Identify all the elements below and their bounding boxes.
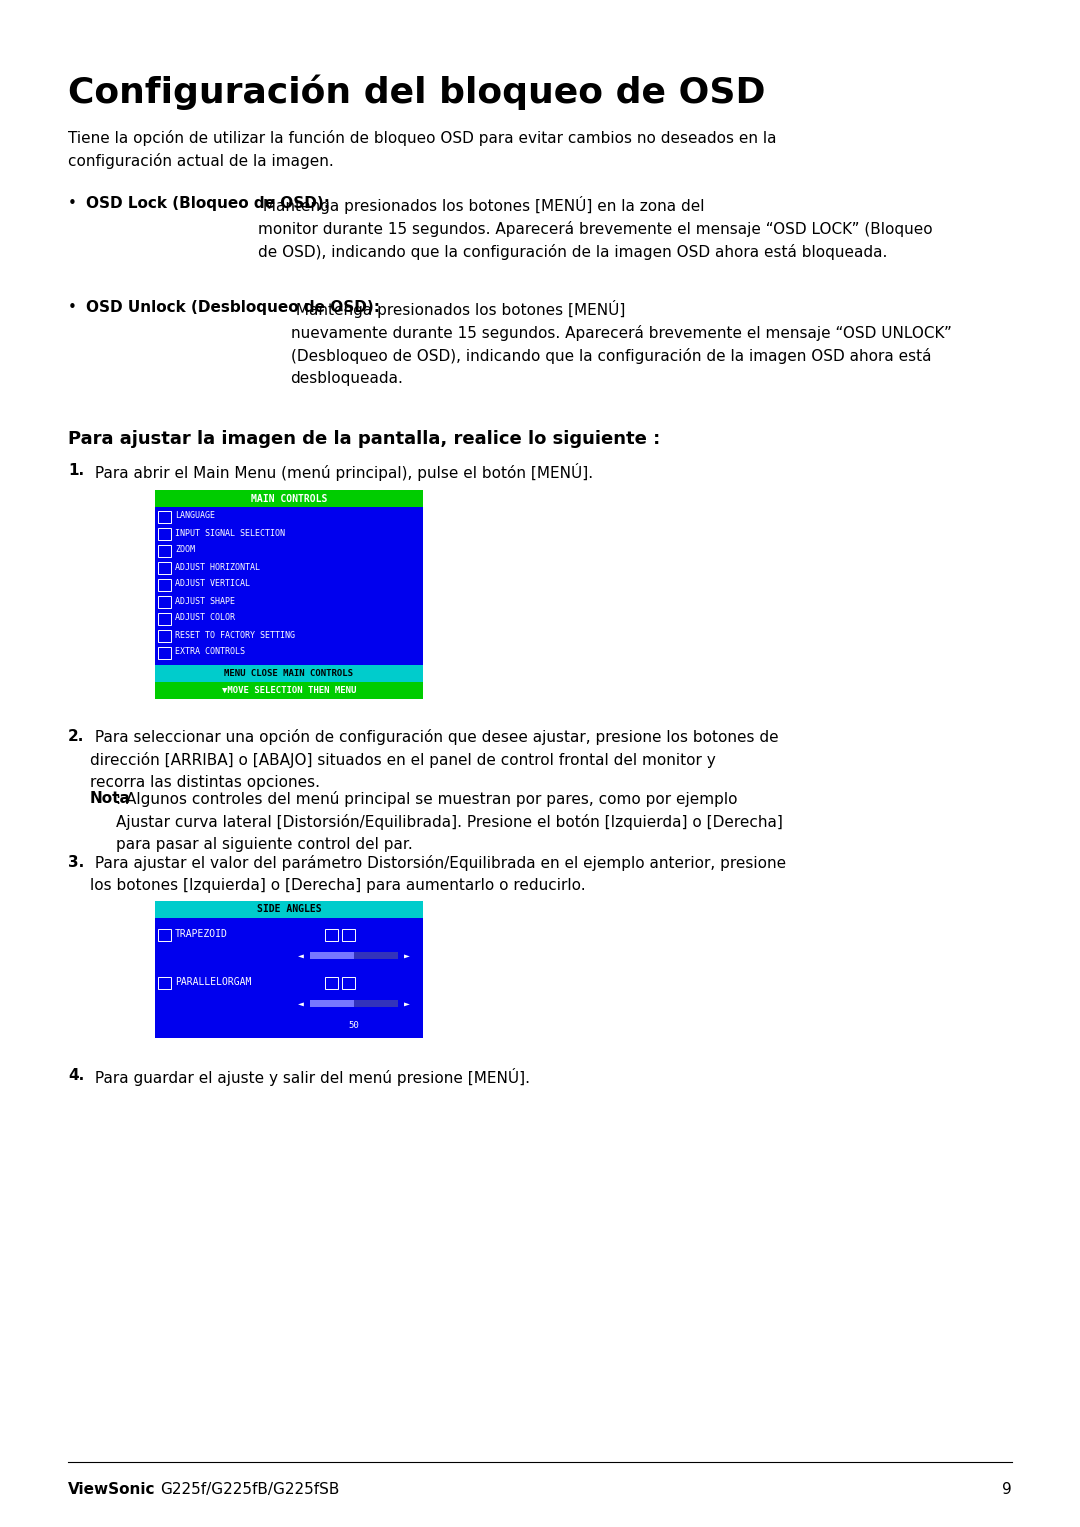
Text: •: • xyxy=(68,299,77,315)
Bar xyxy=(310,1000,354,1006)
Bar xyxy=(342,977,355,989)
Bar xyxy=(158,596,171,608)
Bar xyxy=(158,647,171,660)
Bar xyxy=(158,928,171,941)
Bar xyxy=(156,664,423,683)
Text: ADJUST VERTICAL: ADJUST VERTICAL xyxy=(175,580,249,588)
Text: Tiene la opción de utilizar la función de bloqueo OSD para evitar cambios no des: Tiene la opción de utilizar la función d… xyxy=(68,130,777,169)
Text: 3.: 3. xyxy=(68,855,84,870)
Bar xyxy=(158,562,171,574)
Text: Para ajustar el valor del parámetro Distorsión/Equilibrada en el ejemplo anterio: Para ajustar el valor del parámetro Dist… xyxy=(90,855,786,893)
Bar xyxy=(158,977,171,989)
Text: Para seleccionar una opción de configuración que desee ajustar, presione los bot: Para seleccionar una opción de configura… xyxy=(90,728,779,789)
Text: 9: 9 xyxy=(1002,1483,1012,1496)
Text: OSD Unlock (Desbloqueo de OSD):: OSD Unlock (Desbloqueo de OSD): xyxy=(86,299,380,315)
Text: ZOOM: ZOOM xyxy=(175,545,195,554)
Text: Para guardar el ajuste y salir del menú presione [MENÚ].: Para guardar el ajuste y salir del menú … xyxy=(90,1067,530,1086)
Text: Mantenga presionados los botones [MENÚ]
nuevamente durante 15 segundos. Aparecer: Mantenga presionados los botones [MENÚ] … xyxy=(291,299,951,386)
Text: : Algunos controles del menú principal se muestran por pares, como por ejemplo
A: : Algunos controles del menú principal s… xyxy=(117,791,783,852)
Bar xyxy=(156,918,423,1038)
Text: PARALLELORGAM: PARALLELORGAM xyxy=(175,977,252,986)
Bar xyxy=(310,951,399,959)
Text: OSD Lock (Bloqueo de OSD):: OSD Lock (Bloqueo de OSD): xyxy=(86,195,330,211)
Bar xyxy=(158,612,171,625)
Text: G225f/G225fB/G225fSB: G225f/G225fB/G225fSB xyxy=(160,1483,339,1496)
Bar xyxy=(158,579,171,591)
Text: 1.: 1. xyxy=(68,463,84,478)
Bar xyxy=(158,528,171,541)
Text: TRAPEZOID: TRAPEZOID xyxy=(175,928,228,939)
Bar xyxy=(310,951,354,959)
Text: •: • xyxy=(68,195,77,211)
Text: ▼MOVE SELECTION THEN MENU: ▼MOVE SELECTION THEN MENU xyxy=(221,686,356,695)
Text: ►: ► xyxy=(404,950,410,960)
Bar xyxy=(156,490,423,507)
Bar xyxy=(158,512,171,524)
Text: 50: 50 xyxy=(349,1022,360,1031)
Bar xyxy=(310,1000,399,1006)
Text: ►: ► xyxy=(404,999,410,1008)
Text: ◄: ◄ xyxy=(298,950,303,960)
Text: Para abrir el Main Menu (menú principal), pulse el botón [MENÚ].: Para abrir el Main Menu (menú principal)… xyxy=(90,463,593,481)
Text: ADJUST HORIZONTAL: ADJUST HORIZONTAL xyxy=(175,562,260,571)
Text: EXTRA CONTROLS: EXTRA CONTROLS xyxy=(175,647,245,657)
Text: Nota: Nota xyxy=(90,791,131,806)
Text: MAIN CONTROLS: MAIN CONTROLS xyxy=(251,493,327,504)
Text: Configuración del bloqueo de OSD: Configuración del bloqueo de OSD xyxy=(68,75,766,110)
Text: SIDE ANGLES: SIDE ANGLES xyxy=(257,904,322,915)
Text: MENU CLOSE MAIN CONTROLS: MENU CLOSE MAIN CONTROLS xyxy=(225,669,353,678)
Text: Mantenga presionados los botones [MENÚ] en la zona del
monitor durante 15 segund: Mantenga presionados los botones [MENÚ] … xyxy=(258,195,932,260)
Bar xyxy=(158,631,171,641)
Bar xyxy=(156,901,423,918)
Bar xyxy=(325,977,338,989)
Text: LANGUAGE: LANGUAGE xyxy=(175,512,215,521)
Text: ADJUST COLOR: ADJUST COLOR xyxy=(175,614,235,623)
Text: INPUT SIGNAL SELECTION: INPUT SIGNAL SELECTION xyxy=(175,528,285,538)
Bar xyxy=(156,683,423,699)
Text: 2.: 2. xyxy=(68,728,84,744)
Text: RESET TO FACTORY SETTING: RESET TO FACTORY SETTING xyxy=(175,631,295,640)
Bar xyxy=(156,507,423,664)
Text: ◄: ◄ xyxy=(298,999,303,1008)
Text: ADJUST SHAPE: ADJUST SHAPE xyxy=(175,597,235,606)
Text: ViewSonic: ViewSonic xyxy=(68,1483,156,1496)
Bar xyxy=(342,928,355,941)
Text: 4.: 4. xyxy=(68,1067,84,1083)
Text: Para ajustar la imagen de la pantalla, realice lo siguiente :: Para ajustar la imagen de la pantalla, r… xyxy=(68,431,660,447)
Bar xyxy=(325,928,338,941)
Bar xyxy=(158,545,171,557)
